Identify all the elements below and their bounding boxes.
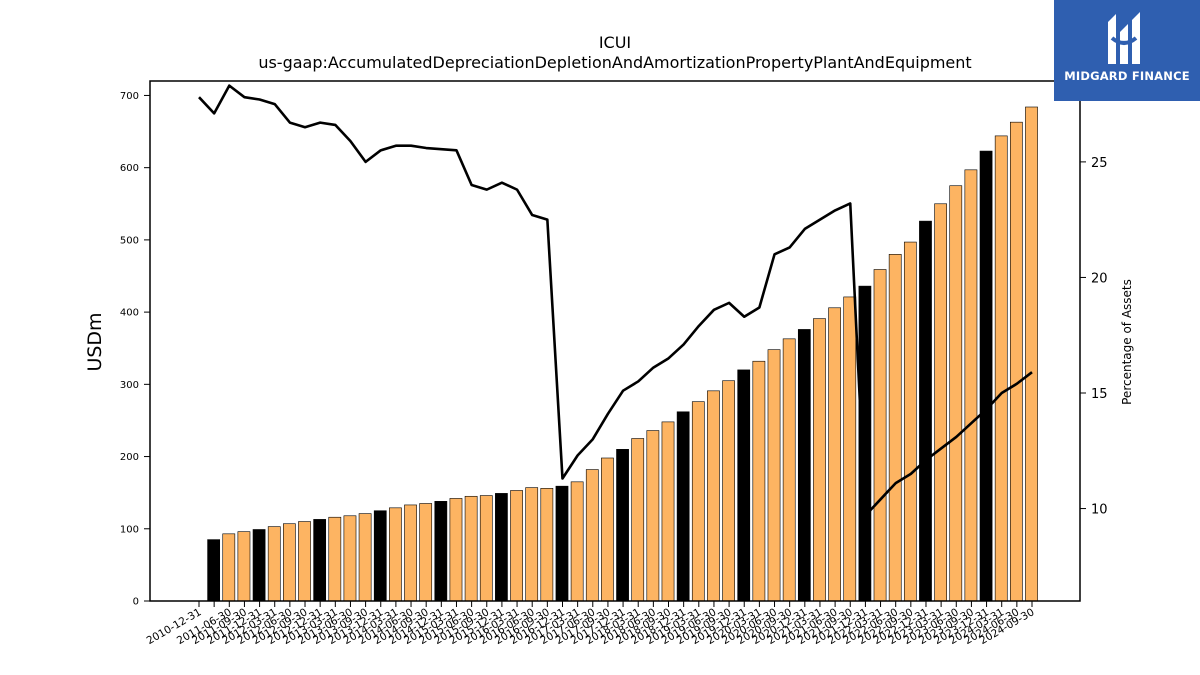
bar (389, 507, 402, 602)
bar (934, 203, 947, 602)
bar (828, 307, 841, 602)
y2-tick-label: 25 (1091, 156, 1108, 171)
bar (479, 495, 493, 602)
bar (298, 521, 311, 602)
bar (919, 220, 932, 602)
y-tick-label: 200 (120, 452, 139, 463)
bar (328, 516, 342, 602)
y-tick-label: 400 (120, 308, 139, 319)
bar (767, 349, 781, 602)
y-tick-label: 500 (120, 235, 139, 246)
bar (404, 504, 417, 602)
y-tick-label: 100 (120, 524, 139, 535)
bar (495, 493, 508, 602)
line-series-layer (198, 84, 1033, 517)
bar (616, 449, 629, 602)
chart-subtitle: us-gaap:AccumulatedDepreciationDepletion… (258, 53, 971, 72)
bar-series (207, 106, 1038, 602)
bar (449, 498, 463, 602)
midgard-logo-icon (1108, 12, 1140, 64)
bar (570, 481, 584, 602)
bar (888, 254, 902, 602)
y-tick-label: 300 (120, 380, 139, 391)
bar (873, 269, 887, 602)
axes: 0100200300400500600700101520252010-12-31… (120, 80, 1108, 647)
bar (1025, 106, 1038, 602)
bar (510, 490, 523, 602)
bar (782, 338, 796, 602)
bar (631, 438, 645, 602)
bar (813, 318, 826, 602)
bar (252, 529, 266, 602)
bar (358, 513, 372, 602)
bar (691, 401, 705, 602)
bar (752, 360, 766, 602)
bar (373, 510, 387, 602)
bar (313, 519, 327, 602)
bar (646, 430, 660, 602)
bar (207, 539, 221, 602)
bar (585, 469, 599, 602)
bar (676, 411, 690, 602)
plot-frame (149, 80, 1081, 602)
bar (843, 296, 857, 602)
y2-tick-label: 20 (1091, 271, 1108, 286)
y-axis-label: USDm (84, 312, 106, 371)
bar (525, 487, 539, 602)
bar (434, 501, 448, 602)
bar (979, 150, 993, 602)
bar (555, 485, 569, 602)
logo-text: MIDGARD FINANCE (1064, 69, 1190, 83)
bar (464, 495, 478, 602)
bar (540, 488, 554, 602)
bar (661, 421, 675, 602)
bar (419, 503, 433, 602)
midgard-finance-logo: MIDGARD FINANCE (1054, 0, 1200, 101)
bar (1009, 121, 1023, 602)
bar (343, 515, 357, 602)
bar (722, 380, 735, 602)
bar (949, 185, 963, 602)
y2-tick-label: 15 (1091, 387, 1108, 402)
bar (283, 523, 296, 602)
bar (237, 531, 251, 602)
y-tick-label: 700 (120, 91, 139, 102)
chart-title: ICUI (599, 33, 631, 52)
bar (267, 526, 281, 602)
percentage-of-assets-line (198, 84, 1033, 517)
y-tick-label: 600 (120, 163, 139, 174)
y2-tick-label: 10 (1091, 503, 1108, 518)
bar (903, 241, 917, 602)
bar (994, 135, 1008, 602)
bar (601, 457, 614, 602)
bar (222, 533, 236, 602)
bar (964, 169, 978, 602)
y-tick-label: 0 (133, 597, 139, 608)
bar (737, 369, 751, 602)
bar (797, 329, 811, 602)
bar (707, 390, 720, 602)
y2-axis-label: Percentage of Assets (1120, 279, 1134, 405)
